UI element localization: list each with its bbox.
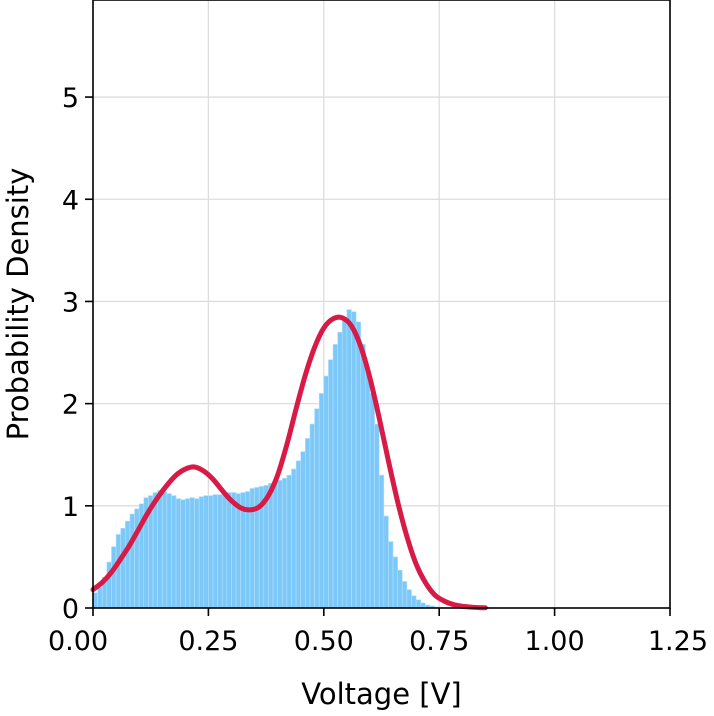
y-tick-label: 1 (62, 492, 79, 523)
histogram-bar (286, 474, 292, 609)
y-axis-ticks: 0 1 2 3 4 5 (62, 83, 93, 625)
histogram-bar (125, 520, 131, 609)
histogram-bar (268, 483, 274, 609)
x-tick-label: 1.00 (525, 626, 585, 657)
histogram-bar (171, 495, 177, 609)
histogram-bar (157, 490, 163, 609)
y-tick-label: 3 (62, 287, 79, 318)
histogram-bar (217, 494, 223, 609)
histogram-bar (346, 309, 352, 609)
histogram-bar (383, 515, 389, 609)
histogram-bar (295, 460, 302, 609)
histogram-bar (392, 556, 398, 609)
histogram-bar (305, 438, 311, 609)
histogram-bar (115, 534, 121, 609)
histogram-bar (198, 496, 205, 609)
x-tick-label: 0.75 (409, 626, 469, 657)
x-tick-label: 1.25 (648, 626, 708, 657)
histogram-bar (129, 513, 135, 609)
histogram-bar (328, 359, 334, 609)
histogram-bar (152, 492, 158, 609)
histogram-bars (92, 309, 454, 609)
histogram-bar (401, 581, 408, 609)
histogram-bar (341, 319, 348, 609)
histogram-bar (208, 495, 214, 609)
x-tick-label: 0.50 (294, 626, 354, 657)
histogram-bar (277, 479, 283, 609)
histogram-bar (97, 587, 103, 609)
histogram-bar (134, 508, 140, 609)
x-tick-label: 0.25 (178, 626, 238, 657)
histogram-bar (175, 498, 182, 609)
histogram-bar (411, 595, 417, 609)
histogram-bar (388, 541, 394, 609)
histogram-bar (231, 492, 237, 609)
histogram-bar (397, 569, 403, 609)
histogram-bar (351, 311, 357, 609)
histogram-bar (337, 331, 343, 609)
histogram-bar (180, 499, 186, 609)
histogram-bar (291, 468, 297, 609)
y-tick-label: 4 (62, 185, 79, 216)
histogram-bar (374, 423, 380, 609)
histogram-bar (249, 488, 255, 609)
histogram-bar (106, 561, 112, 609)
histogram-bar (378, 474, 385, 609)
histogram-bar (226, 492, 232, 609)
x-tick-label: 0.00 (48, 626, 108, 657)
histogram-bar (415, 599, 422, 609)
histogram-bar (194, 498, 200, 609)
histogram-bar (185, 498, 191, 609)
histogram-bar (189, 497, 195, 609)
histogram-bar (161, 491, 168, 609)
y-tick-label: 2 (62, 390, 79, 421)
histogram-bar (309, 423, 315, 609)
histogram-bar (369, 393, 375, 609)
histogram-bar (360, 344, 366, 609)
histogram-bar (120, 527, 126, 609)
x-axis-ticks: 0.00 0.25 0.50 0.75 1.00 1.25 (48, 608, 708, 657)
histogram-bar (314, 408, 320, 609)
histogram-bar (272, 482, 278, 609)
histogram-bar (332, 344, 338, 609)
histogram-bar (111, 546, 117, 609)
histogram-bar (365, 367, 371, 609)
plot-frame (92, 0, 671, 609)
histogram-bar (318, 393, 325, 609)
histogram-bar (166, 493, 172, 609)
histogram-bar (235, 493, 242, 609)
histogram-bar (203, 495, 209, 609)
histogram-bar (355, 321, 362, 609)
histogram-bar (406, 589, 412, 609)
histogram-bar (300, 451, 306, 609)
histogram-bar (281, 477, 288, 609)
histogram-bar (323, 375, 329, 609)
x-axis-label: Voltage [V] (301, 677, 461, 711)
y-tick-label: 0 (62, 594, 79, 625)
y-tick-label: 5 (62, 83, 79, 114)
histogram-bar (221, 493, 228, 609)
histogram-bar (212, 494, 218, 609)
y-axis-label: Probability Density (1, 168, 35, 441)
density-curve (90, 314, 488, 611)
